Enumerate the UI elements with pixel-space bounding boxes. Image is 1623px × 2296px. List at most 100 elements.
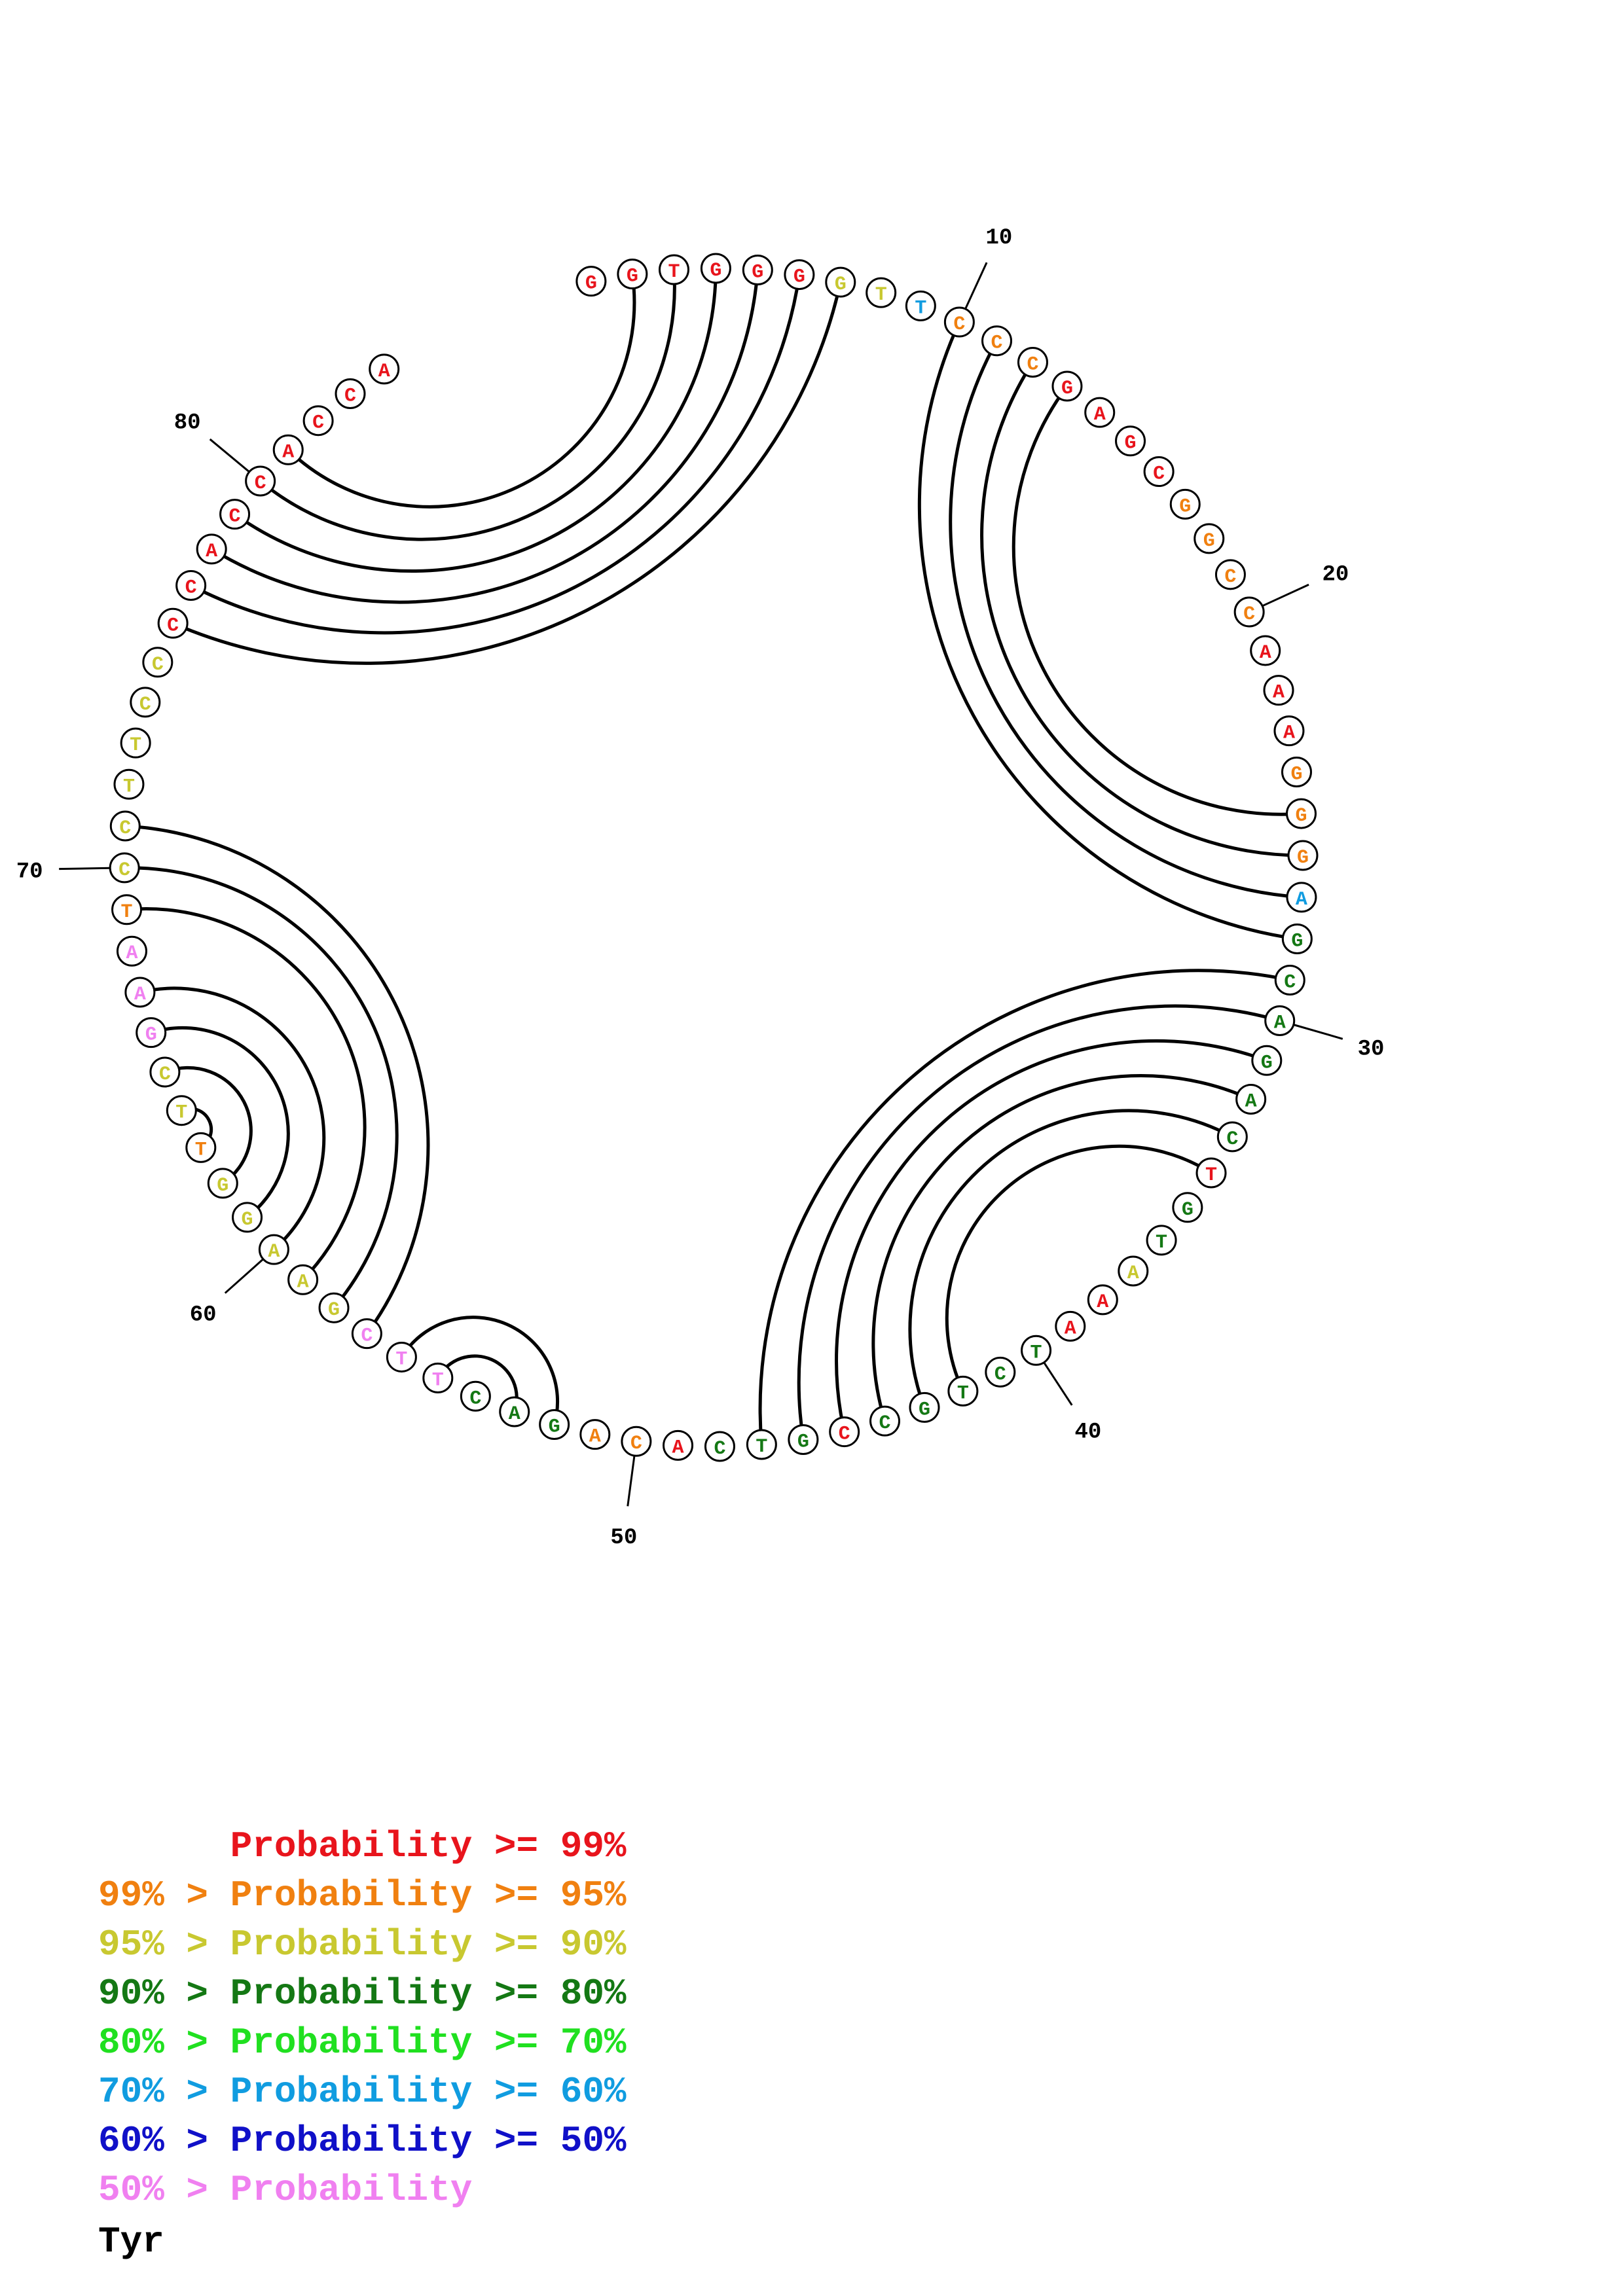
nucleotide-letter: C [1153, 463, 1165, 486]
nucleotide-letter: C [139, 694, 151, 716]
nucleotide-letter: T [195, 1139, 207, 1161]
nucleotide: C [109, 852, 140, 884]
nucleotide: T [386, 1341, 417, 1372]
nucleotide-circle [499, 1396, 530, 1427]
nucleotide-circle [1021, 1335, 1052, 1366]
nucleotide: A [196, 533, 227, 565]
nucleotide: G [318, 1292, 350, 1323]
nucleotide-letter: T [121, 901, 133, 924]
nucleotide-circle [318, 1292, 350, 1323]
nucleotide-circle [219, 499, 251, 530]
nucleotide-circle [909, 1391, 940, 1423]
nucleotide: C [1216, 1121, 1248, 1153]
nucleotide-circle [905, 290, 936, 321]
nucleotide-letter: T [130, 734, 141, 757]
nucleotide: C [1017, 346, 1048, 378]
nucleotide-circle [1263, 675, 1294, 706]
nucleotide: C [985, 1356, 1016, 1388]
nucleotide-circle [1233, 596, 1265, 628]
base-pair-arc [949, 340, 1302, 899]
nucleotide: A [1286, 882, 1317, 913]
nucleotide-letter: A [1245, 1091, 1257, 1113]
nucleotide-letter: T [1205, 1164, 1217, 1187]
nucleotide: C [1233, 596, 1265, 628]
nucleotide-letter: G [919, 1399, 930, 1421]
nucleotide: C [219, 499, 251, 530]
nucleotide-letter: A [1260, 642, 1271, 664]
base-pair-arc [139, 986, 326, 1251]
nucleotide-circle [130, 687, 161, 718]
nucleotide-letter: A [1094, 404, 1106, 426]
position-label: 70 [16, 859, 43, 884]
nucleotide-letter: C [119, 859, 130, 882]
nucleotide-circle [579, 1419, 611, 1450]
nucleotide: T [947, 1375, 979, 1407]
base-pair-arc [125, 824, 430, 1335]
nucleotide: A [663, 1429, 694, 1461]
base-pair-arc [210, 270, 759, 604]
nucleotide: C [829, 1416, 860, 1448]
nucleotide-letter: T [395, 1348, 407, 1371]
nucleotide: T [658, 254, 689, 285]
nucleotide: A [369, 353, 400, 385]
base-pair-arc [190, 274, 801, 635]
nucleotide: G [136, 1017, 167, 1049]
nucleotide-circle [149, 1056, 181, 1088]
position-label: 20 [1322, 563, 1349, 588]
nucleotide-letter: A [297, 1271, 309, 1293]
nucleotide-circle [1281, 924, 1313, 955]
nucleotide-letter: T [915, 297, 926, 319]
position-tick [964, 262, 988, 310]
nucleotide-circle [113, 768, 145, 800]
nucleotide-letter: A [1273, 682, 1285, 704]
nucleotide-letter: G [752, 262, 763, 284]
nucleotide-circle [1118, 1255, 1149, 1287]
nucleotide-circle [617, 259, 648, 290]
position-label: 30 [1358, 1037, 1385, 1062]
nucleotide: G [232, 1202, 263, 1233]
nucleotide-letter: G [1179, 495, 1191, 518]
nucleotide-letter: A [672, 1437, 684, 1459]
legend-line-90: 95% > Probability >= 90% [98, 1924, 627, 1965]
base-pair-arc [287, 274, 636, 509]
nucleotide: C [175, 570, 207, 601]
base-pair-arc [164, 1066, 253, 1185]
nucleotide: A [1250, 635, 1281, 666]
nucleotide: G [1194, 523, 1225, 554]
nucleotide: G [617, 259, 648, 290]
nucleotide: C [351, 1318, 382, 1350]
nucleotide-circle [1251, 1045, 1283, 1076]
position-label: 80 [174, 410, 201, 435]
nucleotide-circle [166, 1095, 197, 1126]
nucleotide-letter: T [1156, 1232, 1167, 1254]
nucleotide-letter: C [994, 1363, 1006, 1386]
nucleotide-circle [742, 255, 773, 286]
nucleotide-letter: G [1203, 530, 1215, 552]
nucleotide-letter: C [229, 506, 241, 528]
nucleotide-letter: T [756, 1436, 767, 1458]
nucleotide-letter: A [1065, 1318, 1076, 1340]
nucleotide-circle [1087, 1284, 1118, 1316]
nucleotide-letter: G [1297, 847, 1309, 869]
nucleotide-letter: T [875, 284, 887, 306]
nucleotide: C [109, 810, 141, 842]
nucleotide: C [245, 465, 276, 497]
nucleotide-letter: A [1296, 889, 1307, 911]
nucleotide-circle [335, 378, 366, 409]
nucleotide: T [120, 727, 151, 759]
nucleotide: G [1051, 370, 1083, 402]
nucleotide: C [157, 607, 189, 639]
nucleotide: A [124, 977, 156, 1008]
position-tick [1262, 583, 1309, 607]
nucleotide-letter: G [710, 260, 721, 282]
nucleotide-letter: A [1283, 723, 1295, 745]
nucleotide: T [746, 1429, 777, 1460]
base-pair-arc [150, 1026, 290, 1219]
nucleotide-circle [1286, 798, 1317, 829]
nucleotide-circle [111, 894, 143, 925]
legend-line-80: 90% > Probability >= 80% [98, 1973, 627, 2015]
nucleotide-circle [1287, 840, 1319, 871]
nucleotide: T [1195, 1157, 1227, 1189]
nucleotide-letter: C [991, 332, 1003, 355]
base-pair-arc [172, 281, 843, 665]
